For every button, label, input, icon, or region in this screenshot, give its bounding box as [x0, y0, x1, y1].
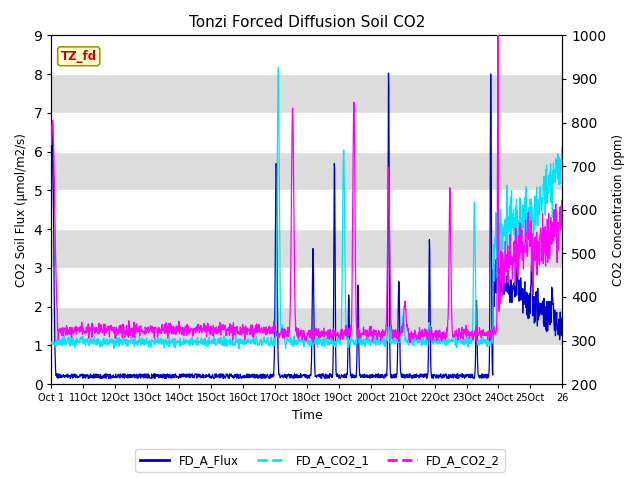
FD_A_CO2_2	[559, 206, 566, 212]
Line: FD_A_CO2_2: FD_A_CO2_2	[51, 21, 563, 343]
FD_A_CO2_1	[47, 341, 55, 347]
FD_A_CO2_1	[275, 145, 283, 151]
Line: FD_A_CO2_1: FD_A_CO2_1	[51, 67, 563, 348]
FD_A_CO2_1	[87, 339, 95, 345]
FD_A_Flux	[559, 321, 566, 327]
FD_A_CO2_1	[264, 339, 272, 345]
FD_A_CO2_2	[87, 328, 95, 334]
FD_A_Flux	[108, 373, 116, 379]
FD_A_CO2_2	[108, 327, 116, 333]
FD_A_CO2_2	[494, 18, 502, 24]
FD_A_Flux	[257, 375, 265, 381]
Y-axis label: CO2 Concentration (ppm): CO2 Concentration (ppm)	[612, 134, 625, 286]
FD_A_Flux	[275, 372, 283, 378]
FD_A_Flux	[284, 371, 292, 377]
FD_A_CO2_2	[264, 327, 272, 333]
FD_A_Flux	[87, 375, 95, 381]
Legend: FD_A_Flux, FD_A_CO2_1, FD_A_CO2_2: FD_A_Flux, FD_A_CO2_1, FD_A_CO2_2	[135, 449, 505, 472]
FD_A_CO2_1	[339, 200, 347, 205]
Title: Tonzi Forced Diffusion Soil CO2: Tonzi Forced Diffusion Soil CO2	[189, 15, 425, 30]
FD_A_Flux	[385, 70, 392, 76]
FD_A_CO2_2	[47, 142, 55, 147]
FD_A_CO2_2	[406, 340, 414, 346]
Line: FD_A_Flux: FD_A_Flux	[51, 73, 563, 378]
Text: TZ_fd: TZ_fd	[61, 50, 97, 63]
FD_A_CO2_1	[275, 64, 282, 70]
FD_A_CO2_1	[559, 158, 566, 164]
FD_A_CO2_1	[282, 346, 289, 351]
X-axis label: Time: Time	[291, 409, 323, 422]
Bar	[51, 307, 563, 346]
FD_A_Flux	[265, 374, 273, 380]
Bar	[51, 229, 563, 268]
Y-axis label: CO2 Soil Flux (μmol/m2/s): CO2 Soil Flux (μmol/m2/s)	[15, 133, 28, 287]
FD_A_Flux	[47, 204, 55, 210]
Bar	[51, 74, 563, 113]
FD_A_CO2_2	[339, 326, 346, 332]
FD_A_CO2_1	[108, 336, 116, 342]
Bar	[51, 152, 563, 191]
FD_A_CO2_2	[275, 332, 283, 338]
FD_A_Flux	[339, 374, 346, 380]
FD_A_CO2_2	[284, 331, 292, 337]
FD_A_CO2_1	[285, 337, 292, 343]
